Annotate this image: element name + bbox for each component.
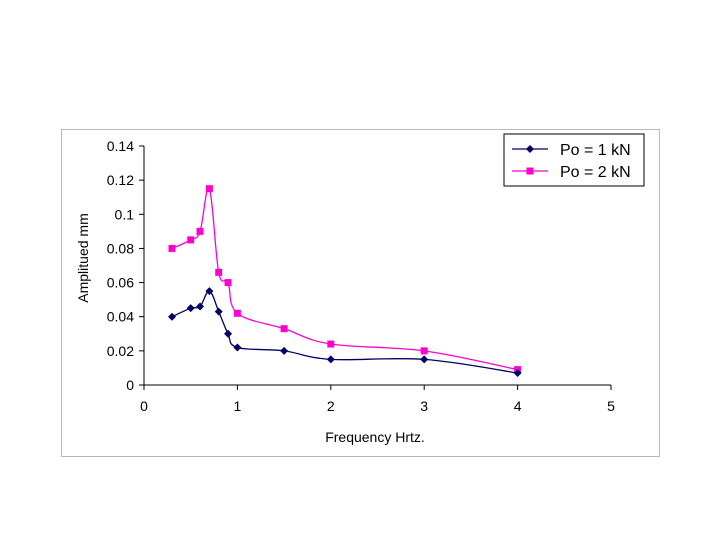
data-point	[513, 369, 522, 378]
legend-marker	[526, 167, 534, 175]
data-point	[205, 185, 213, 193]
data-point	[215, 268, 223, 276]
data-point	[196, 302, 205, 311]
legend-label: Po = 2 kN	[560, 164, 631, 181]
x-tick-label: 1	[234, 398, 242, 414]
y-tick-label: 0.06	[107, 275, 134, 291]
legend-box	[503, 133, 645, 187]
legend-label: Po = 1 kN	[560, 142, 631, 159]
data-point	[420, 347, 428, 355]
series-group	[168, 185, 522, 374]
series-line	[171, 187, 518, 371]
series-line	[171, 290, 518, 374]
data-point	[187, 236, 195, 244]
data-point	[168, 312, 177, 321]
y-tick-label: 0.02	[107, 343, 134, 359]
data-point	[214, 307, 223, 316]
y-tick-label: 0	[126, 377, 134, 393]
y-tick-label: 0.1	[115, 206, 135, 222]
data-point	[224, 279, 232, 287]
y-axis-title: Amplitued mm	[75, 213, 91, 302]
x-tick-label: 5	[607, 398, 615, 414]
y-tick-label: 0.14	[107, 138, 134, 154]
x-tick-label: 2	[327, 398, 335, 414]
axes	[143, 146, 611, 386]
x-tick-label: 4	[514, 398, 522, 414]
chart-svg: 0 0.02 0.04 0.06 0.08 0.1 0.12 0.14 0 1 2 3 4 5 Frequ…	[75, 133, 645, 445]
data-point	[205, 287, 214, 296]
y-tick-label: 0.08	[107, 240, 134, 256]
data-point	[280, 325, 288, 333]
x-tick-label: 0	[140, 398, 148, 414]
data-point	[420, 355, 429, 364]
legend-marker	[526, 145, 534, 153]
series-group	[168, 287, 522, 378]
data-point	[233, 309, 241, 317]
data-point	[327, 340, 335, 348]
chart-frame: 0 0.02 0.04 0.06 0.08 0.1 0.12 0.14 0 1 2 3 4 5 Frequ…	[61, 129, 660, 457]
y-tick-label: 0.04	[107, 309, 134, 325]
data-point	[326, 355, 335, 364]
data-point	[168, 244, 176, 252]
ticks: 0 0.02 0.04 0.06 0.08 0.1 0.12 0.14 0 1 2 3 4 5	[107, 138, 615, 414]
data-point	[224, 329, 233, 338]
data-point	[233, 343, 242, 352]
legend: Po = 1 kN Po = 2 kN	[503, 133, 645, 187]
data-point	[196, 227, 204, 235]
series-layer	[168, 185, 522, 378]
y-tick-label: 0.12	[107, 172, 134, 188]
data-point	[280, 346, 289, 355]
x-tick-label: 3	[420, 398, 428, 414]
data-point	[186, 304, 195, 313]
x-axis-title: Frequency Hrtz.	[325, 429, 425, 445]
